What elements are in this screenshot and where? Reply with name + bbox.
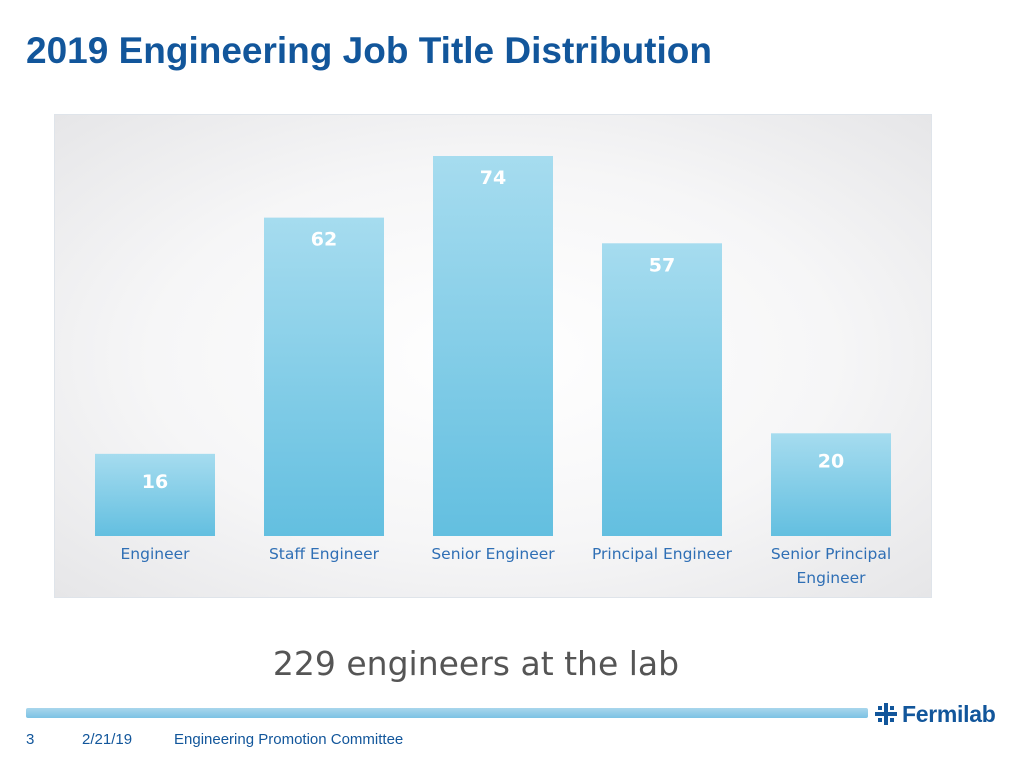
bar-senior-engineer — [433, 156, 553, 536]
category-label: Senior Engineer — [431, 545, 555, 563]
bar-engineer — [95, 453, 215, 536]
footer-org: Engineering Promotion Committee — [174, 731, 404, 748]
chart-area: 16 Engineer 62 Staff Engineer 74 Senior Engin… — [54, 114, 932, 598]
logo-text: Fermilab — [902, 700, 996, 727]
data-label: 20 — [818, 450, 844, 472]
data-label: 62 — [311, 229, 337, 251]
data-label: 16 — [142, 471, 168, 493]
category-label: Engineer — [120, 545, 190, 563]
bars-layer: 16 Engineer 62 Staff Engineer 74 Senior Engin… — [95, 156, 891, 587]
bar-senior-principal-engineer — [771, 433, 891, 536]
category-label: Staff Engineer — [269, 545, 380, 563]
fermilab-logo: Fermilab — [874, 700, 996, 728]
bar-staff-engineer — [264, 217, 384, 536]
data-label: 57 — [649, 254, 675, 276]
category-label: Senior Principal — [771, 545, 891, 563]
footer-date: 2/21/19 — [82, 731, 133, 748]
category-label: Engineer — [796, 569, 866, 587]
page-number: 3 — [26, 731, 35, 748]
slide-title: 2019 Engineering Job Title Distribution — [26, 30, 712, 71]
bar-principal-engineer — [602, 243, 722, 536]
data-label: 74 — [480, 167, 506, 189]
fermilab-logo-icon — [875, 703, 897, 725]
bar-chart: 16 Engineer 62 Staff Engineer 74 Senior Engin… — [95, 156, 891, 587]
footer-rule — [26, 708, 868, 718]
summary-text: 229 engineers at the lab — [272, 644, 680, 683]
category-label: Principal Engineer — [592, 545, 733, 563]
